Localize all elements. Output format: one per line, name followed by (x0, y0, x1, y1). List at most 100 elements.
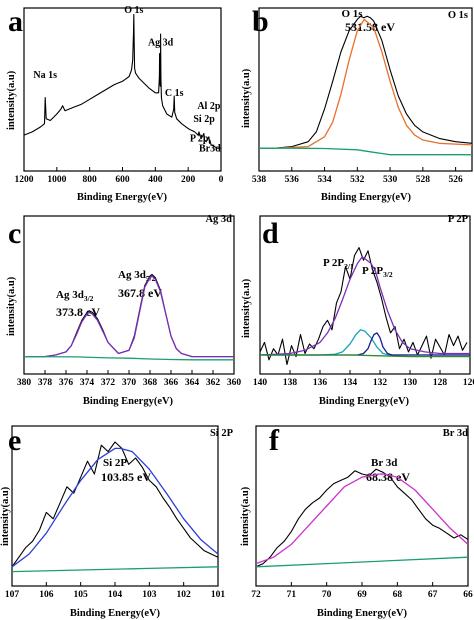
peak-value-ag-3d52: 367.8 eV (118, 286, 162, 300)
x-tick-label: 538 (252, 175, 267, 185)
x-tick-label: 71 (287, 590, 297, 600)
survey-peak-label: Br3d (199, 143, 221, 154)
corner-label-b: O 1s (448, 10, 468, 21)
peak-label-p2p21-main: P 2P (323, 257, 344, 269)
corner-label-f: Br 3d (443, 428, 468, 439)
svg-text:Ag 3d5/2: Ag 3d5/2 (118, 269, 156, 283)
peak-label-ag-3d32-main: Ag 3d (56, 289, 84, 301)
x-tick-label: 360 (227, 378, 242, 388)
p2p-plot: 140 138 136 134 132 130 128 126 (253, 215, 474, 388)
x-tick-label: 200 (181, 175, 196, 185)
series-background-2 (23, 355, 234, 361)
x-tick-label: 69 (357, 590, 367, 600)
y-axis-title-a: intensity(a.u) (6, 70, 17, 130)
corner-label-e: Si 2P (210, 428, 234, 439)
x-tick-label: 107 (5, 590, 20, 600)
x-tick-label: 70 (322, 590, 332, 600)
peak-label-ag-3d52: Ag 3d5/2 367.8 eV (118, 269, 162, 300)
plot-frame (23, 7, 222, 172)
x-tick-label: 105 (74, 590, 89, 600)
survey-peak-label: Ag 3d (148, 37, 174, 48)
x-tick-label: 138 (283, 378, 298, 388)
peak-label-p2p32-sub: 3/2 (383, 270, 393, 279)
x-tick-label: 366 (164, 378, 179, 388)
x-tick-label: 536 (285, 175, 300, 185)
peak-value-f: 68.38 eV (366, 470, 410, 484)
x-tick-label: 364 (185, 378, 200, 388)
peak-label-p2p21-sub: 2/1 (344, 262, 354, 271)
x-tick-label: 1000 (47, 175, 66, 185)
survey-peak-label: C 1s (165, 88, 184, 99)
series-fit-1 (259, 256, 470, 356)
x-axis-title-b: Binding Energy(eV) (321, 192, 412, 203)
x-axis-title-a: Binding Energy(eV) (77, 192, 168, 203)
x-tick-label: 362 (206, 378, 221, 388)
panel-c: c Ag 3d Ag 3d3/2 373.8 eV Ag 3d5/2 367.8… (6, 214, 241, 407)
x-tick-label: 532 (350, 175, 365, 185)
series-background-2 (255, 556, 469, 568)
survey-peak-label: Si 2p (193, 114, 215, 125)
x-axis-title-f: Binding Energy(eV) (317, 608, 408, 619)
x-axis-title-c: Binding Energy(eV) (83, 396, 174, 407)
x-tick-label: 103 (142, 590, 157, 600)
x-tick-label: 526 (448, 175, 463, 185)
x-tick-label: 374 (80, 378, 95, 388)
peak-title-e: Si 2P (103, 457, 127, 469)
x-tick-label: 370 (122, 378, 137, 388)
series-raw-0 (255, 468, 469, 568)
x-tick-label: 68 (393, 590, 403, 600)
peak-value-b: 531.58 eV (345, 20, 395, 34)
series-component-2 (260, 329, 470, 356)
series-fit-1 (255, 473, 469, 565)
series-fit-1 (11, 447, 219, 568)
peak-value-e: 103.85 eV (101, 470, 151, 484)
x-tick-label: 600 (115, 175, 130, 185)
peak-label-ag-3d52-sub: 5/2 (146, 274, 156, 283)
x-tick-label: 530 (383, 175, 398, 185)
survey-plot: 1200 1000 800 600 400 200 0 O 1s Ag 3d Na 1s C 1s A… (15, 5, 224, 185)
x-tick-label: 136 (313, 378, 328, 388)
series-raw-0 (23, 13, 221, 149)
x-tick-label: 380 (17, 378, 32, 388)
panel-f: f Br 3d Br 3d 68.38 eV 72 71 70 69 68 67 66 Bi… (240, 424, 473, 619)
x-tick-label: 104 (108, 590, 123, 600)
panel-a: a 1200 1000 800 600 400 200 0 O 1s Ag 3d Na 1s C 1… (6, 5, 224, 203)
panel-b: b O 1s O 1s 531.58 eV 538 536 534 532 530 528… (241, 5, 473, 203)
svg-text:Ag 3d3/2: Ag 3d3/2 (56, 289, 94, 303)
series-background-4 (260, 354, 470, 358)
x-tick-label: 400 (148, 175, 163, 185)
y-axis-title-e: intensity(a.u) (0, 486, 11, 546)
series-raw-0 (259, 15, 473, 149)
panel-letter-b: b (252, 5, 269, 38)
series-fit-1 (259, 18, 473, 149)
peak-label-ag-3d32-sub: 3/2 (84, 294, 94, 303)
peak-label-ag-3d52-main: Ag 3d (118, 269, 146, 281)
x-tick-label: 0 (219, 175, 224, 185)
y-axis-title-f: intensity(a.u) (240, 486, 251, 546)
panel-letter-d: d (262, 217, 279, 250)
y-axis-title-d: intensity(a.u) (241, 278, 252, 338)
y-axis-title-b: intensity(a.u) (241, 68, 252, 128)
series-background-2 (11, 566, 219, 573)
x-tick-label: 106 (39, 590, 54, 600)
br3d-plot: 72 71 70 69 68 67 66 (251, 425, 473, 600)
ag3d-plot: 380 378 376 374 372 370 368 366 364 362 360 (17, 215, 242, 388)
peak-title-f: Br 3d (371, 457, 397, 469)
x-tick-label: 368 (143, 378, 158, 388)
x-tick-label: 72 (251, 590, 261, 600)
x-tick-label: 800 (83, 175, 98, 185)
panel-letter-f: f (269, 424, 280, 457)
x-tick-label: 134 (343, 378, 358, 388)
panel-d: d P 2P P 2P2/1 P 2P 3/2 140 138 136 134 132 13… (241, 214, 474, 407)
svg-text:P 2P2/1: P 2P2/1 (323, 257, 354, 271)
o1s-plot: 538 536 534 532 530 528 526 (252, 7, 473, 185)
survey-peak-label: O 1s (124, 5, 143, 16)
x-tick-label: 376 (59, 378, 74, 388)
x-tick-label: 132 (373, 378, 388, 388)
peak-title-b: O 1s (341, 8, 363, 20)
panel-letter-e: e (8, 424, 21, 457)
peak-value-ag-3d32: 373.8 eV (56, 305, 100, 319)
series-fit-1 (24, 275, 234, 358)
x-tick-label: 126 (463, 378, 474, 388)
